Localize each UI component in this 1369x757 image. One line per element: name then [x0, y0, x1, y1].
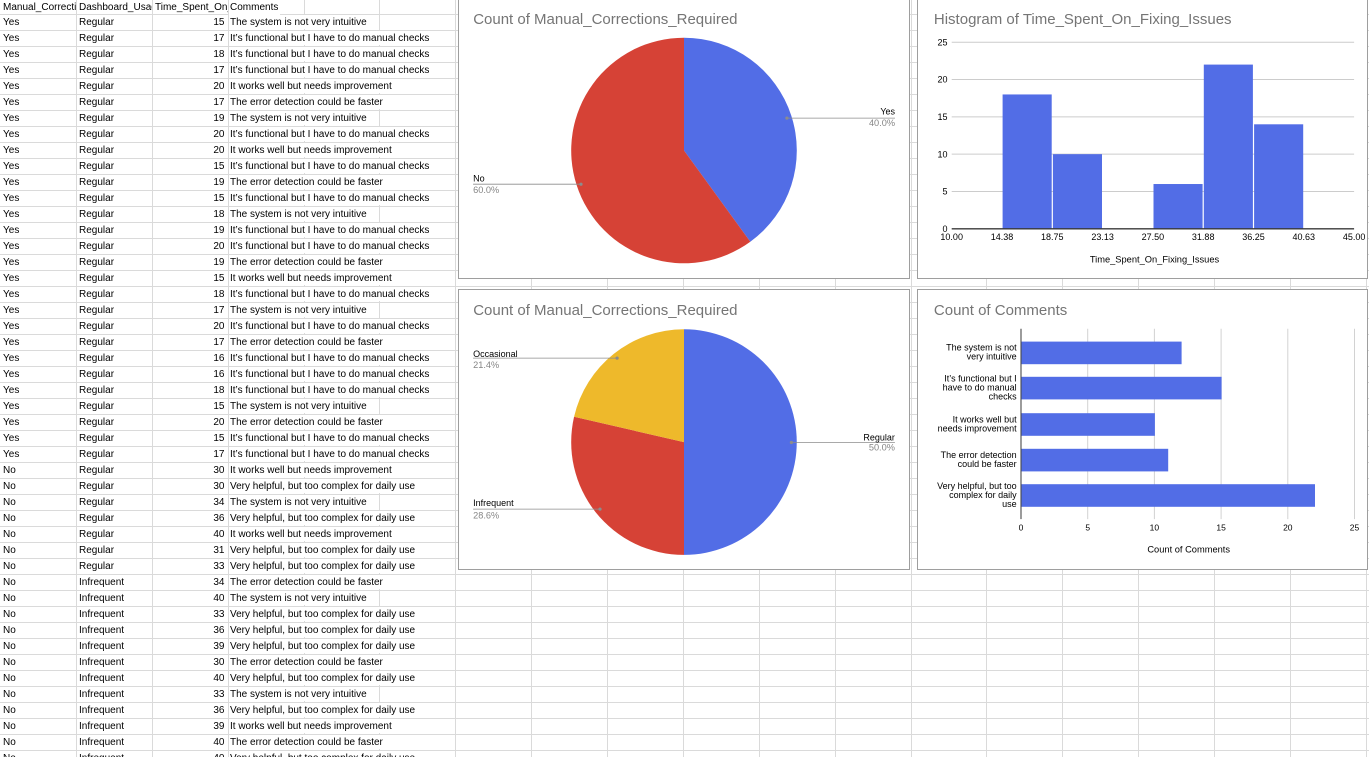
svg-text:The system is not: The system is not [946, 343, 1017, 353]
svg-text:28.6%: 28.6% [473, 510, 499, 520]
svg-text:15: 15 [1216, 523, 1226, 533]
svg-text:checks: checks [988, 391, 1017, 401]
svg-text:45.00: 45.00 [1342, 232, 1365, 242]
svg-text:18.75: 18.75 [1041, 232, 1064, 242]
svg-text:could be faster: could be faster [957, 459, 1016, 469]
svg-text:Very helpful, but too: Very helpful, but too [937, 481, 1017, 491]
svg-text:21.4%: 21.4% [473, 360, 499, 370]
svg-text:Count of Manual_Corrections_Re: Count of Manual_Corrections_Required [473, 302, 737, 319]
svg-text:very intuitive: very intuitive [966, 352, 1016, 362]
svg-text:25: 25 [1349, 523, 1359, 533]
svg-text:needs improvement: needs improvement [937, 423, 1017, 433]
svg-text:Count of Comments: Count of Comments [933, 302, 1066, 319]
svg-text:31.88: 31.88 [1191, 232, 1214, 242]
svg-text:10: 10 [937, 149, 947, 159]
svg-text:14.38: 14.38 [990, 232, 1013, 242]
svg-text:60.0%: 60.0% [473, 185, 499, 195]
svg-text:23.13: 23.13 [1091, 232, 1114, 242]
svg-text:10: 10 [1149, 523, 1159, 533]
svg-text:5: 5 [1085, 523, 1090, 533]
svg-text:36.25: 36.25 [1242, 232, 1265, 242]
svg-text:It’s functional but I: It’s functional but I [944, 373, 1016, 383]
svg-text:Count of Comments: Count of Comments [1147, 545, 1230, 555]
svg-text:Occasional: Occasional [473, 349, 518, 359]
svg-text:The error detection: The error detection [940, 450, 1016, 460]
svg-text:Infrequent: Infrequent [473, 498, 514, 508]
svg-text:0: 0 [942, 224, 947, 234]
svg-text:5: 5 [942, 187, 947, 197]
svg-text:Time_Spent_On_Fixing_Issues: Time_Spent_On_Fixing_Issues [1089, 255, 1219, 265]
svg-text:20: 20 [937, 75, 947, 85]
svg-text:No: No [473, 174, 485, 184]
svg-text:Histogram of Time_Spent_On_Fix: Histogram of Time_Spent_On_Fixing_Issues [933, 11, 1231, 28]
svg-text:27.50: 27.50 [1141, 232, 1164, 242]
svg-text:40.63: 40.63 [1292, 232, 1315, 242]
svg-text:Yes: Yes [880, 106, 895, 116]
svg-text:complex for daily: complex for daily [949, 490, 1017, 500]
svg-text:0: 0 [1018, 523, 1023, 533]
svg-text:have to do manual: have to do manual [942, 382, 1016, 392]
svg-text:10.00: 10.00 [940, 232, 963, 242]
svg-text:25: 25 [937, 37, 947, 47]
svg-text:50.0%: 50.0% [869, 443, 895, 453]
svg-text:use: use [1002, 499, 1017, 509]
svg-text:15: 15 [937, 112, 947, 122]
svg-text:It works well but: It works well but [952, 414, 1017, 424]
svg-text:20: 20 [1283, 523, 1293, 533]
svg-text:Count of Manual_Corrections_Re: Count of Manual_Corrections_Required [473, 11, 737, 28]
svg-text:Regular: Regular [863, 432, 895, 442]
svg-text:40.0%: 40.0% [869, 118, 895, 128]
